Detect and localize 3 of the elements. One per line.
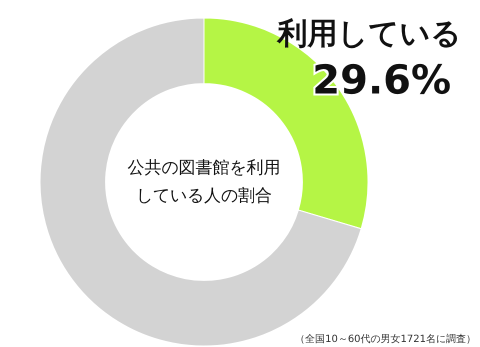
text: （全国10～60代の男女1721名に調査） <box>295 333 476 345</box>
text: 公共の図書館を利用している人の割合 <box>126 157 282 208</box>
slice-label: 利用している <box>276 16 462 52</box>
